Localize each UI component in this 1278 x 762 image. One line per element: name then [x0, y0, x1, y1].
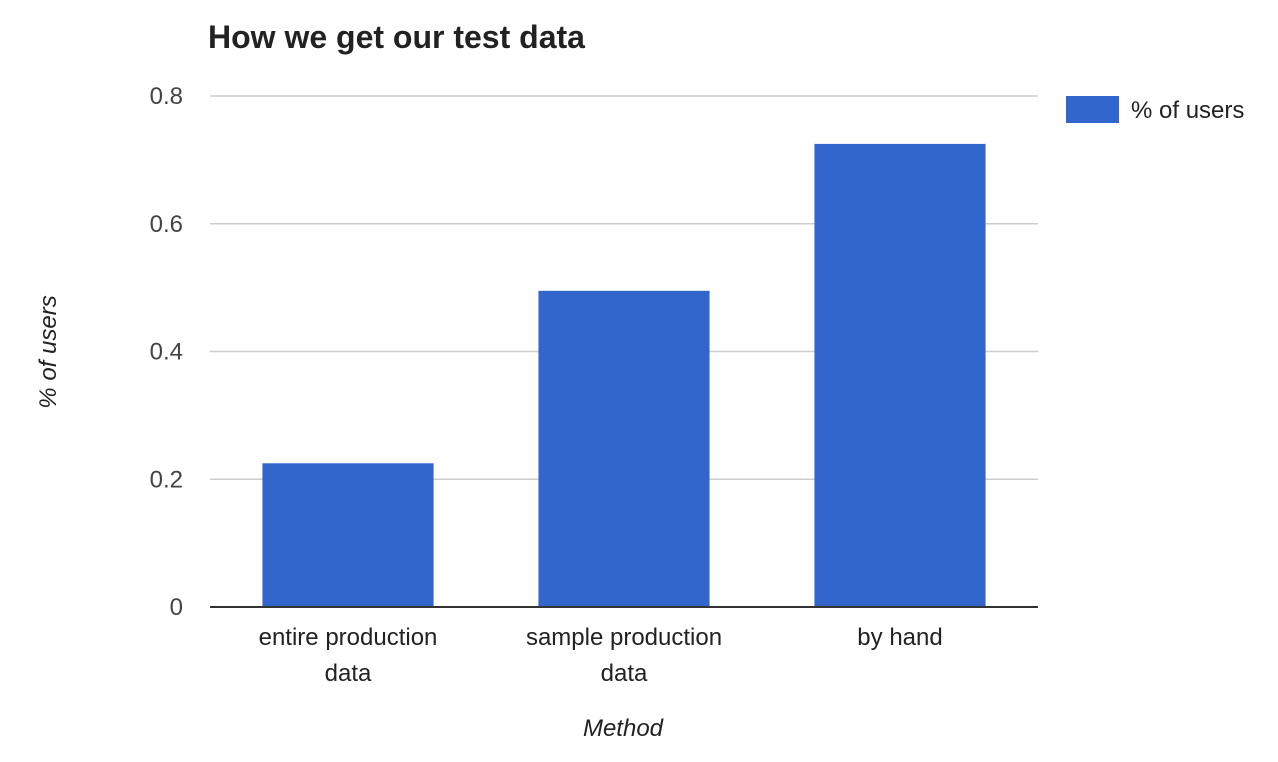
x-axis-title: Method	[583, 715, 664, 742]
x-tick-label: entire production	[259, 624, 438, 651]
x-axis-labels: entire production data sample production da…	[259, 624, 943, 687]
y-tick-label: 0.6	[150, 211, 183, 238]
legend-swatch	[1066, 96, 1119, 123]
y-axis-ticks: 0 0.2 0.4 0.6 0.8	[150, 83, 183, 621]
x-tick-label: data	[325, 660, 372, 687]
y-tick-label: 0	[170, 594, 183, 621]
bar	[262, 463, 434, 607]
x-tick-label: data	[601, 660, 648, 687]
y-axis-title: % of users	[35, 295, 62, 408]
x-tick-label: by hand	[857, 624, 942, 651]
bar	[814, 143, 986, 607]
x-tick-label: sample production	[526, 624, 722, 651]
legend: % of users	[1066, 96, 1244, 124]
y-tick-label: 0.4	[150, 339, 183, 366]
chart-title: How we get our test data	[208, 19, 585, 55]
y-tick-label: 0.8	[150, 83, 183, 110]
legend-label: % of users	[1131, 97, 1244, 124]
bars	[262, 143, 986, 607]
bar	[538, 290, 710, 607]
y-tick-label: 0.2	[150, 466, 183, 493]
